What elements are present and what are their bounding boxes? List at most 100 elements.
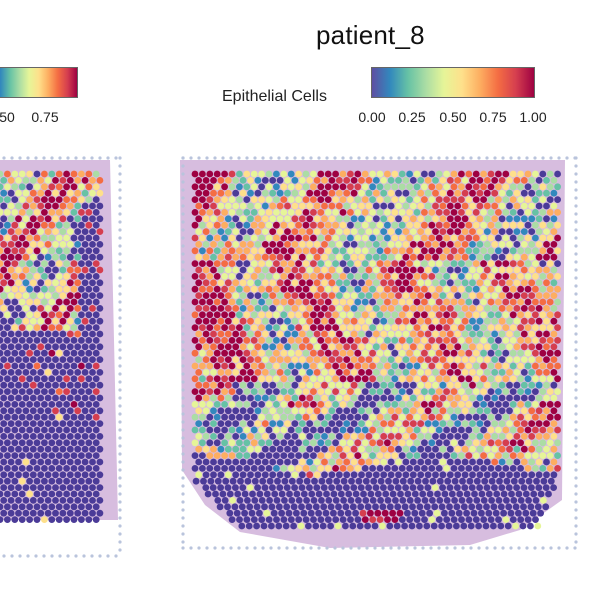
right-spot xyxy=(224,189,232,197)
right-spot xyxy=(446,503,453,511)
right-spot xyxy=(302,439,310,447)
right-spot xyxy=(328,189,336,197)
right-spot xyxy=(550,279,558,287)
right-spot xyxy=(384,349,391,357)
right-spot xyxy=(517,324,524,331)
left-spot xyxy=(15,241,22,248)
right-spot xyxy=(443,452,450,459)
right-spot xyxy=(476,317,484,325)
right-spot xyxy=(361,285,369,293)
left-spot xyxy=(59,497,67,504)
right-spot xyxy=(210,241,217,248)
right-spot xyxy=(539,452,547,459)
left-spot xyxy=(29,343,37,351)
grid-dot xyxy=(277,156,281,160)
right-spot xyxy=(284,343,291,351)
right-spot xyxy=(465,516,473,523)
left-spot xyxy=(11,426,19,434)
left-spot xyxy=(96,381,104,389)
right-spot xyxy=(199,196,206,204)
right-spot xyxy=(443,183,450,191)
right-spot xyxy=(465,452,473,459)
left-spot xyxy=(74,484,82,491)
left-spot xyxy=(89,356,96,363)
left-spot xyxy=(85,196,93,204)
left-spot xyxy=(74,266,82,274)
left-spot xyxy=(44,407,52,415)
left-spot xyxy=(33,260,41,267)
grid-dot xyxy=(213,156,217,160)
right-spot xyxy=(306,394,314,402)
grid-dot xyxy=(82,554,86,558)
right-spot xyxy=(428,388,436,395)
right-spot xyxy=(506,458,513,466)
right-spot xyxy=(357,503,365,511)
grid-dot xyxy=(301,156,305,160)
right-spot xyxy=(546,324,554,331)
left-spot xyxy=(85,260,93,267)
right-spot xyxy=(530,490,538,498)
right-spot xyxy=(361,516,369,523)
left-spot xyxy=(44,215,52,223)
left-spot xyxy=(22,381,30,389)
right-spot xyxy=(391,439,399,447)
right-spot xyxy=(372,458,380,466)
left-spot xyxy=(22,343,30,351)
right-spot xyxy=(298,445,306,453)
right-spot xyxy=(409,253,417,261)
right-spot xyxy=(535,292,543,299)
right-spot xyxy=(520,381,528,389)
left-spot xyxy=(15,330,22,338)
right-spot xyxy=(505,484,513,491)
right-spot xyxy=(350,317,358,325)
right-spot xyxy=(236,497,244,504)
right-spot xyxy=(280,413,288,421)
right-spot xyxy=(398,170,406,178)
left-spot xyxy=(89,253,96,261)
left-spot xyxy=(0,413,4,421)
grid-dot xyxy=(277,546,281,550)
right-spot xyxy=(372,394,380,402)
right-spot xyxy=(402,189,410,197)
right-spot xyxy=(487,465,495,472)
left-spot xyxy=(7,497,15,504)
left-spot xyxy=(33,465,41,472)
left-spot xyxy=(85,349,93,357)
right-spot xyxy=(285,509,293,517)
left-spot xyxy=(74,177,82,184)
left-spot xyxy=(52,253,59,261)
right-spot xyxy=(268,522,275,530)
right-spot xyxy=(402,445,410,453)
right-spot xyxy=(413,324,421,331)
right-spot xyxy=(243,349,251,357)
right-spot xyxy=(376,362,384,370)
right-spot xyxy=(550,369,558,376)
right-spot xyxy=(261,420,269,427)
left-spot xyxy=(0,509,8,517)
right-spot xyxy=(539,298,547,306)
right-spot xyxy=(256,490,264,498)
right-spot xyxy=(554,196,561,204)
right-spot xyxy=(302,324,310,331)
grid-dot xyxy=(118,292,122,296)
right-spot xyxy=(317,375,325,383)
left-spot xyxy=(89,330,96,338)
right-spot xyxy=(369,209,376,216)
right-spot xyxy=(321,279,328,287)
right-spot xyxy=(207,477,215,485)
right-spot xyxy=(468,503,476,511)
right-spot xyxy=(243,183,251,191)
right-spot xyxy=(472,337,480,344)
right-spot xyxy=(435,516,443,523)
right-spot xyxy=(236,285,243,293)
right-spot xyxy=(239,177,247,184)
right-spot xyxy=(210,177,217,184)
right-spot xyxy=(332,324,339,331)
left-spot xyxy=(26,324,33,331)
right-spot xyxy=(391,183,399,191)
right-spot xyxy=(345,490,353,498)
right-spot xyxy=(493,490,501,498)
right-spot xyxy=(547,477,555,485)
right-spot xyxy=(354,388,362,395)
left-spot xyxy=(59,228,67,236)
